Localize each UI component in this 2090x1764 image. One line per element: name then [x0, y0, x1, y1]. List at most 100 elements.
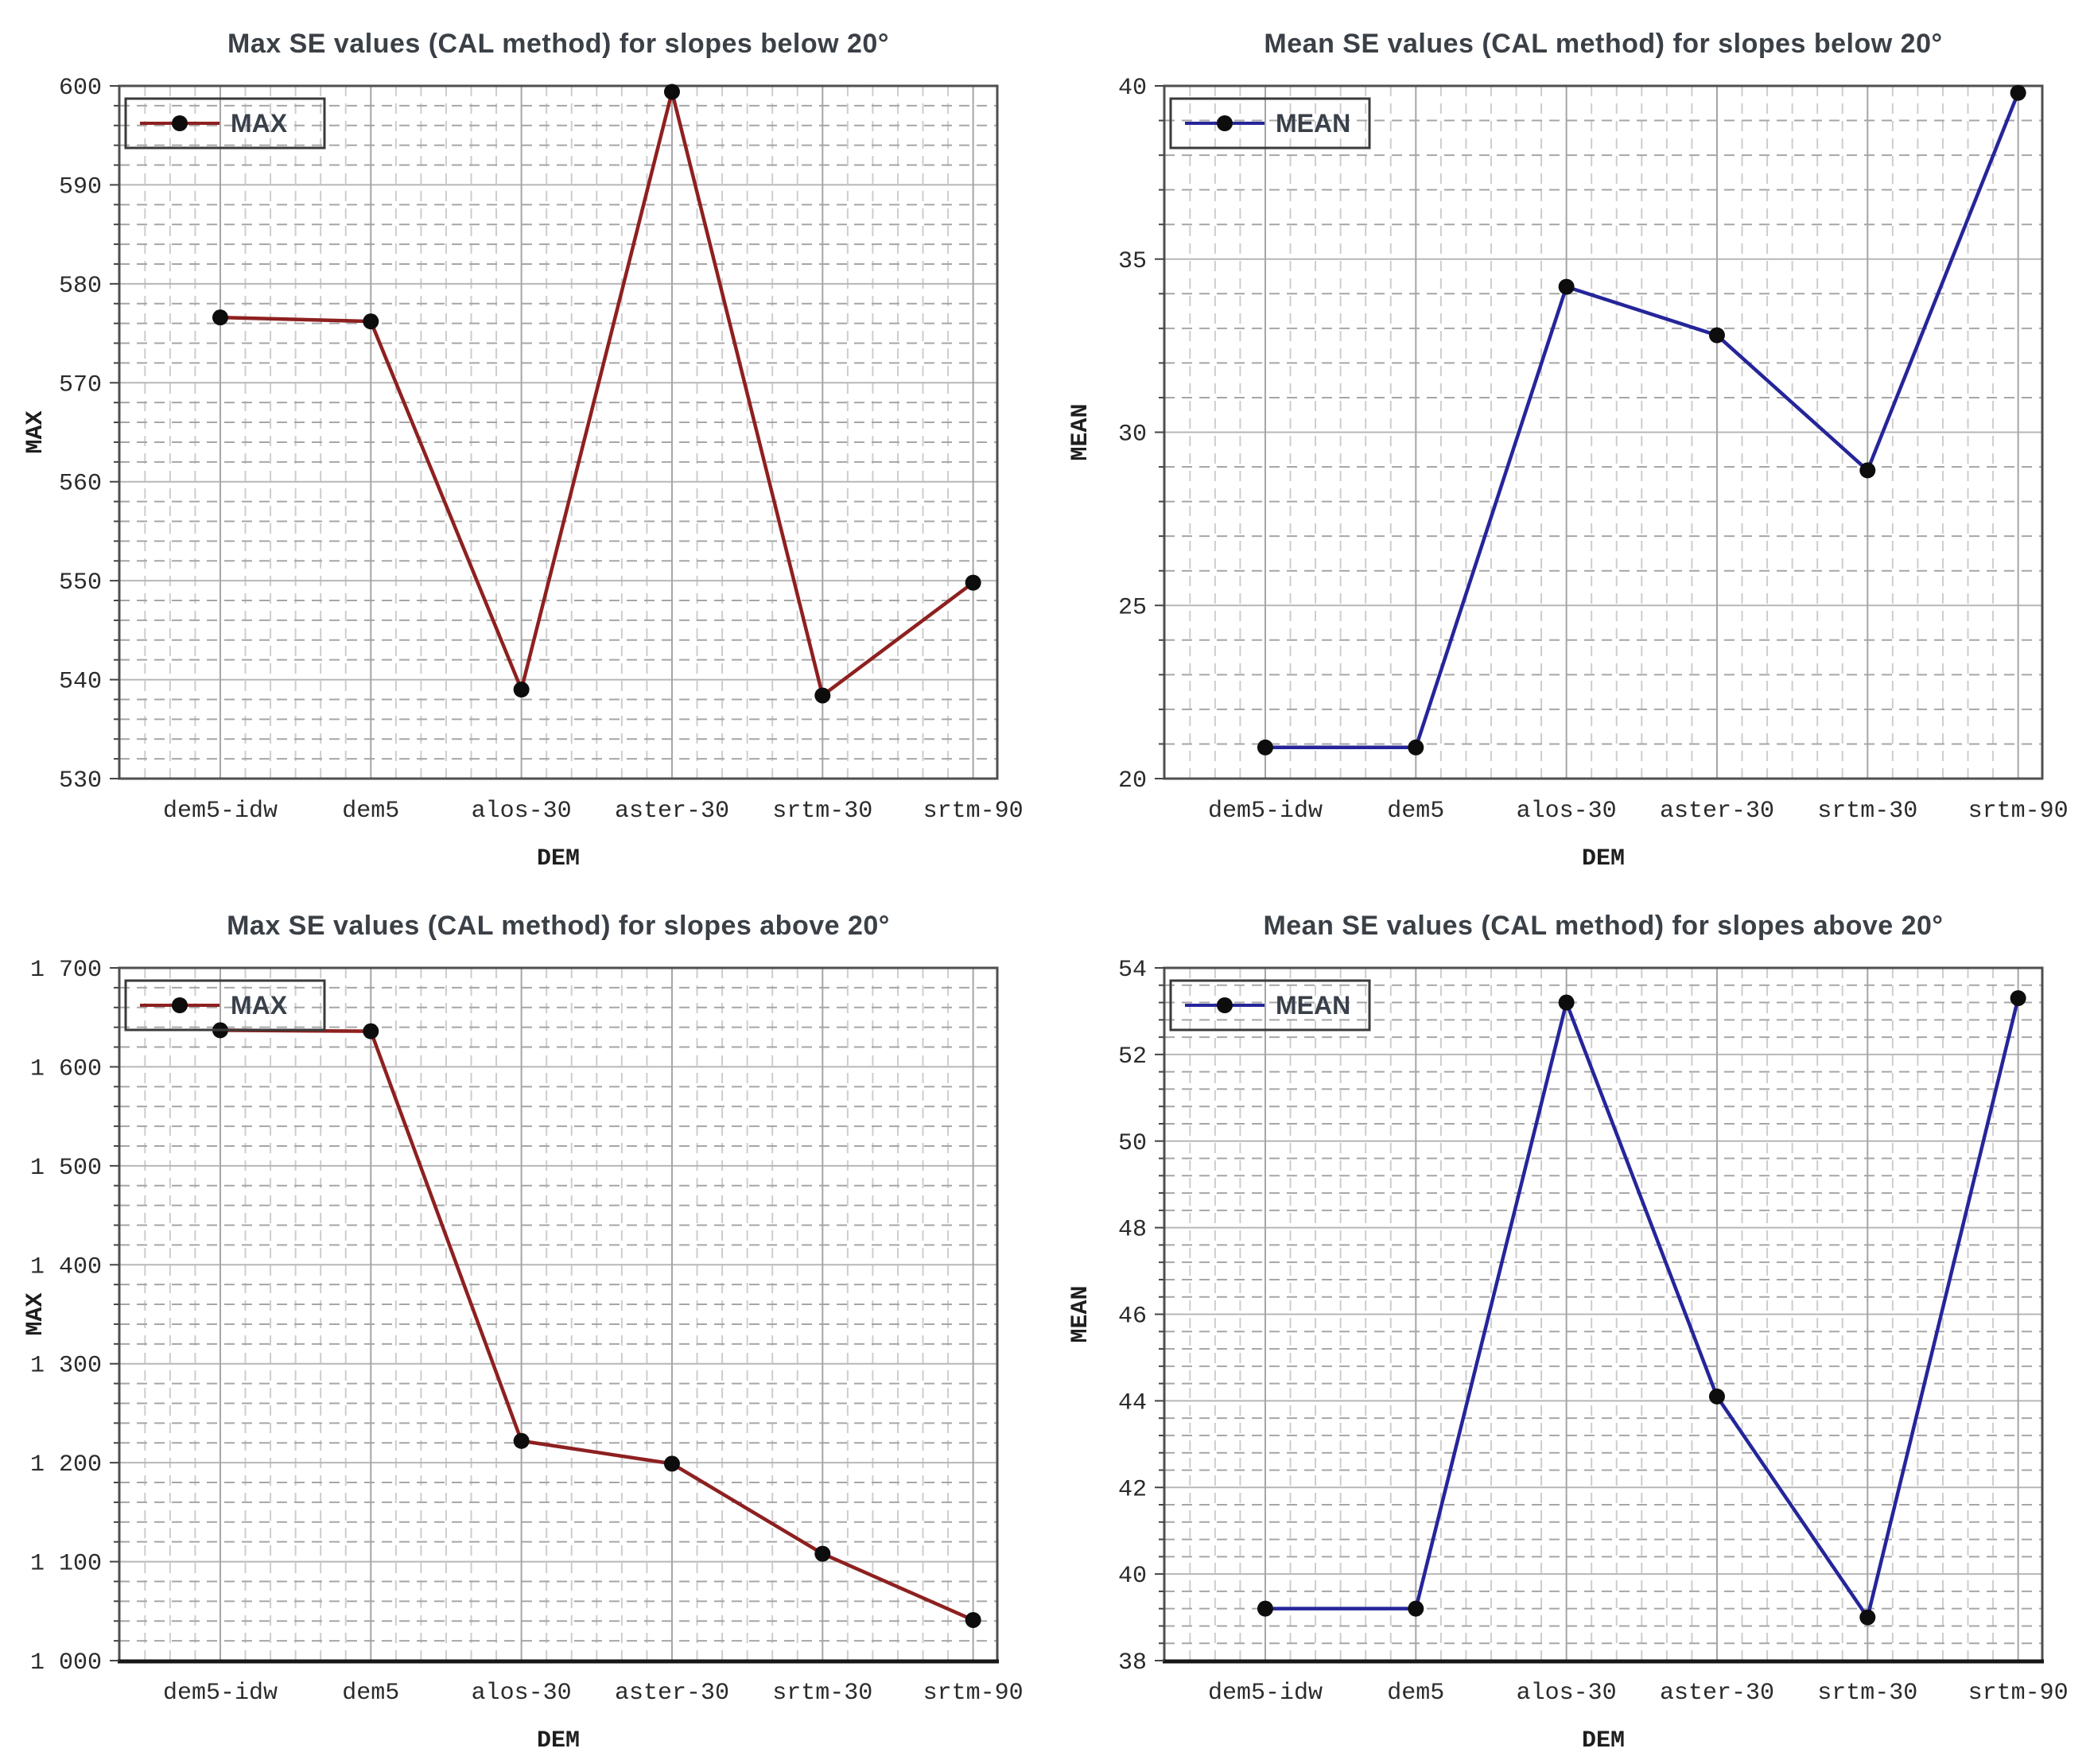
y-axis-title: MEAN — [1067, 403, 1094, 460]
x-tick-labels: dem5-idw dem5 alos-30 aster-30 srtm-30 srtm-9… — [1208, 1680, 2069, 1707]
y-tick-label: 38 — [1118, 1649, 1147, 1677]
y-tick-label: 44 — [1118, 1389, 1147, 1416]
plot-area: 1 000 1 100 1 200 1 300 1 400 1 500 1 600 1 700… — [22, 957, 1024, 1754]
x-tick-label: dem5-idw — [163, 798, 278, 825]
major-horizontal-gridlines — [1164, 258, 2042, 607]
y-tick-label: 1 500 — [30, 1155, 102, 1182]
major-horizontal-gridlines — [1164, 1053, 2042, 1576]
major-horizontal-gridlines — [119, 1066, 997, 1563]
x-tick-label: alos-30 — [472, 798, 572, 825]
legend-label: MAX — [231, 991, 288, 1020]
chart-max-above-20-canvas: 1 000 1 100 1 200 1 300 1 400 1 500 1 600 1 700… — [22, 957, 1024, 1754]
data-point-marker — [814, 1545, 831, 1562]
data-point-marker — [212, 309, 228, 326]
x-tick-labels: dem5-idw dem5 alos-30 aster-30 srtm-30 srtm-9… — [1208, 798, 2069, 825]
series-line — [1264, 91, 2020, 750]
x-tick-label: dem5 — [342, 798, 399, 825]
plot-frame — [118, 966, 999, 1662]
y-tick-label: 30 — [1118, 422, 1147, 449]
y-tick-label: 52 — [1118, 1043, 1147, 1070]
y-axis-title: MEAN — [1067, 1285, 1094, 1342]
x-tick-label: alos-30 — [1517, 798, 1617, 825]
x-tick-label: srtm-90 — [1968, 798, 2069, 825]
y-tick-label: 54 — [1118, 957, 1147, 984]
x-tick-labels: dem5-idw dem5 alos-30 aster-30 srtm-30 srtm-9… — [163, 798, 1024, 825]
data-point-marker — [363, 313, 379, 330]
x-tick-label: srtm-30 — [772, 1680, 872, 1707]
x-tick-label: aster-30 — [615, 1680, 729, 1707]
y-tick-label: 25 — [1118, 594, 1147, 621]
legend-marker-sample — [172, 997, 188, 1013]
category-vertical-gridlines — [219, 968, 974, 1661]
y-tick-label: 540 — [59, 669, 102, 696]
y-tick-label: 530 — [59, 767, 102, 795]
x-axis-title: DEM — [537, 1727, 580, 1754]
series-line — [219, 1028, 974, 1622]
chart-max-below-20-canvas: 530 540 550 560 570 580 590 600 dem5-idw dem5 alos… — [22, 75, 1024, 872]
minor-horizontal-gridlines — [119, 104, 997, 760]
data-point-marker — [1257, 739, 1273, 756]
y-tick-label: 1 200 — [30, 1451, 102, 1478]
y-tick-label: 1 400 — [30, 1253, 102, 1280]
legend-label: MAX — [231, 109, 288, 138]
major-horizontal-gridlines — [119, 184, 997, 681]
y-axis-title: MAX — [22, 1292, 49, 1335]
y-tick-label: 20 — [1118, 767, 1147, 795]
legend-box — [124, 97, 326, 150]
category-vertical-gridlines — [219, 86, 974, 779]
y-axis-ticks — [1155, 85, 1164, 779]
x-tick-label: dem5 — [1387, 798, 1444, 825]
x-tick-label: alos-30 — [472, 1680, 572, 1707]
y-tick-label: 580 — [59, 273, 102, 300]
y-tick-label: 570 — [59, 371, 102, 398]
y-tick-label: 46 — [1118, 1304, 1147, 1331]
data-point-marker — [1708, 1388, 1725, 1405]
legend-box — [124, 979, 326, 1032]
chart-mean-below-20: 20 25 30 35 40 dem5-idw dem5 alos-30 aster-30 srt… — [1045, 0, 2090, 882]
y-tick-label: 1 100 — [30, 1551, 102, 1578]
data-point-marker — [363, 1023, 379, 1039]
chart-mean-above-20: 38 40 42 44 46 48 50 52 54 dem5-idw dem5 alos-30 ast… — [1045, 882, 2090, 1764]
chart-max-below-20: 530 540 550 560 570 580 590 600 dem5-idw dem5 alos… — [0, 0, 1045, 882]
series-markers — [1257, 990, 2026, 1626]
y-axis-ticks — [1155, 967, 1164, 1661]
y-tick-label: 1 600 — [30, 1055, 102, 1082]
x-axis-title: DEM — [1582, 1727, 1625, 1754]
y-tick-labels: 38 40 42 44 46 48 50 52 54 — [1118, 957, 1147, 1677]
legend-marker-sample — [1217, 997, 1233, 1013]
x-tick-label: dem5-idw — [163, 1680, 278, 1707]
data-point-marker — [663, 84, 680, 100]
data-point-marker — [965, 574, 981, 591]
x-tick-label: alos-30 — [1517, 1680, 1617, 1707]
series-markers — [212, 1022, 981, 1628]
data-point-marker — [1859, 462, 1876, 479]
x-tick-label: dem5 — [1387, 1680, 1444, 1707]
plot-area: 38 40 42 44 46 48 50 52 54 dem5-idw dem5 alos-30 ast… — [1067, 957, 2069, 1754]
y-tick-label: 40 — [1118, 75, 1147, 102]
x-tick-label: aster-30 — [1660, 1680, 1774, 1707]
y-tick-label: 35 — [1118, 248, 1147, 275]
x-axis-title: DEM — [537, 845, 580, 872]
x-tick-label: dem5-idw — [1208, 798, 1323, 825]
minor-vertical-gridlines — [144, 86, 950, 779]
data-point-marker — [513, 1432, 530, 1449]
y-tick-label: 550 — [59, 569, 102, 596]
data-point-marker — [1257, 1600, 1273, 1617]
y-tick-labels: 1 000 1 100 1 200 1 300 1 400 1 500 1 600 1 700 — [30, 957, 102, 1677]
data-point-marker — [1558, 278, 1575, 295]
legend: MEAN — [1169, 97, 1371, 150]
series-line — [1264, 997, 2020, 1619]
series-markers — [1257, 84, 2026, 756]
chart-mean-above-20-canvas: 38 40 42 44 46 48 50 52 54 dem5-idw dem5 alos-30 ast… — [1067, 957, 2069, 1754]
category-vertical-gridlines — [1264, 86, 2019, 779]
plot-frame — [118, 84, 999, 780]
legend-marker-sample — [1217, 115, 1233, 131]
y-tick-label: 600 — [59, 75, 102, 102]
series-markers — [212, 84, 981, 704]
y-axis-ticks — [110, 967, 119, 1661]
minor-horizontal-gridlines — [119, 986, 997, 1642]
legend-box — [1169, 979, 1371, 1032]
x-tick-label: srtm-30 — [772, 798, 872, 825]
data-point-marker — [814, 687, 831, 704]
